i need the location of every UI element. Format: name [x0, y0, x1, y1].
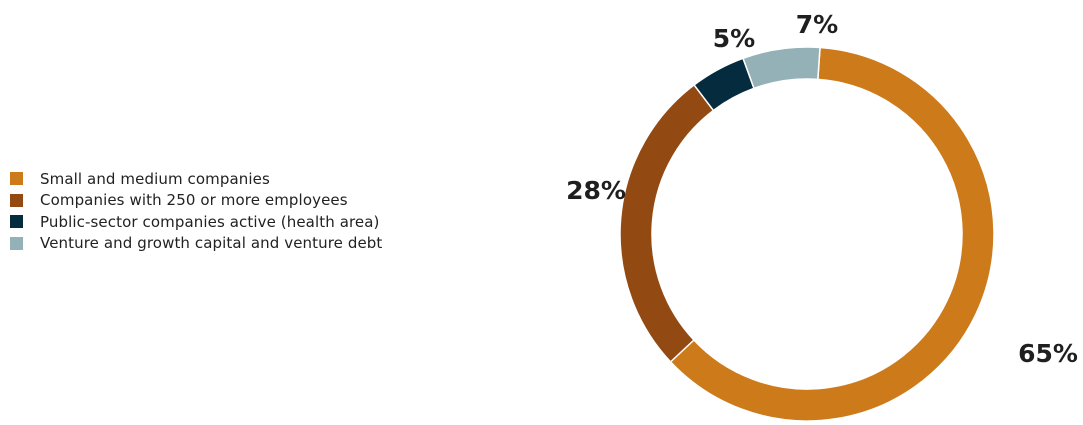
legend-label: Venture and growth capital and venture d… — [40, 234, 383, 253]
legend-label: Small and medium companies — [40, 169, 270, 188]
legend-label: Public-sector companies active (health a… — [40, 212, 380, 231]
legend-swatch — [10, 236, 23, 250]
legend-swatch — [10, 193, 23, 207]
chart-legend: Small and medium companies Companies wit… — [10, 168, 470, 254]
legend-swatch — [10, 215, 23, 229]
donut-slice — [742, 46, 821, 90]
legend-item-large-companies: Companies with 250 or more employees — [10, 190, 470, 212]
donut-slice — [669, 46, 995, 422]
slice-percent-label: 5% — [713, 24, 755, 53]
slice-percent-label: 65% — [1018, 339, 1078, 368]
legend-item-small-medium: Small and medium companies — [10, 168, 470, 190]
legend-swatch — [10, 172, 23, 186]
donut-slice — [619, 83, 715, 363]
slice-percent-label: 7% — [796, 10, 838, 39]
legend-item-public-sector: Public-sector companies active (health a… — [10, 211, 470, 233]
legend-label: Companies with 250 or more employees — [40, 191, 348, 210]
legend-item-venture-capital: Venture and growth capital and venture d… — [10, 233, 470, 255]
slice-percent-label: 28% — [566, 176, 626, 205]
